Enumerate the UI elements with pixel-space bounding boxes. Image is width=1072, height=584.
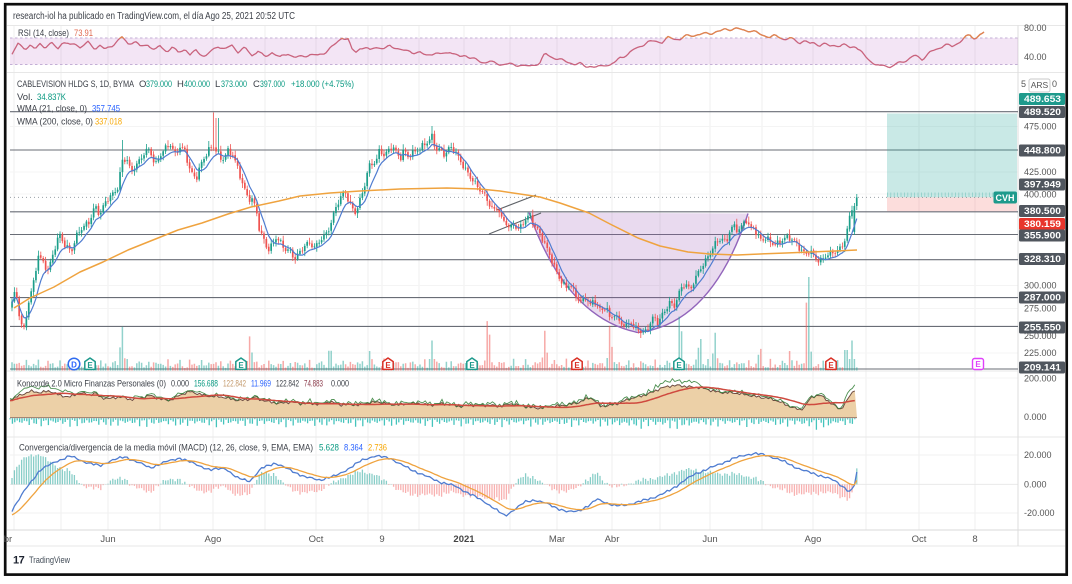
svg-text:CVH: CVH	[995, 193, 1014, 203]
svg-text:RSI (14, close): RSI (14, close)	[18, 28, 69, 39]
svg-text:448.800: 448.800	[1024, 146, 1061, 156]
svg-text:373.000: 373.000	[221, 79, 247, 90]
svg-text:5.628: 5.628	[319, 443, 339, 454]
svg-text:397.949: 397.949	[1024, 180, 1061, 190]
svg-text:122.842: 122.842	[223, 379, 246, 390]
svg-text:475.000: 475.000	[1024, 122, 1057, 132]
svg-text:+18.000 (+4.75%): +18.000 (+4.75%)	[291, 79, 354, 90]
svg-text:397.000: 397.000	[260, 79, 285, 90]
svg-text:11.969: 11.969	[251, 379, 271, 390]
svg-text:Ago: Ago	[205, 534, 222, 545]
svg-text:Abr: Abr	[605, 534, 620, 545]
svg-text:D: D	[71, 361, 77, 370]
svg-text:357.745: 357.745	[92, 104, 120, 115]
svg-text:209.141: 209.141	[1024, 363, 1061, 373]
svg-text:H: H	[177, 79, 184, 90]
svg-text:9: 9	[379, 534, 384, 545]
svg-text:0: 0	[1052, 79, 1057, 89]
svg-text:156.688: 156.688	[194, 379, 218, 390]
svg-text:250.000: 250.000	[1024, 331, 1057, 341]
svg-text:Vol.: Vol.	[17, 92, 33, 103]
svg-text:Mar: Mar	[549, 534, 565, 545]
svg-text:200.000: 200.000	[1024, 374, 1057, 384]
svg-text:Koncorde 2.0 Micro Finanzas Pe: Koncorde 2.0 Micro Finanzas Personales (…	[17, 379, 166, 390]
svg-text:328.310: 328.310	[1024, 254, 1061, 264]
svg-text:400.000: 400.000	[184, 79, 210, 90]
svg-text:379.000: 379.000	[146, 79, 172, 90]
svg-text:380.159: 380.159	[1024, 219, 1061, 229]
svg-text:74.883: 74.883	[304, 379, 323, 390]
svg-text:Jun: Jun	[702, 534, 717, 545]
svg-text:287.000: 287.000	[1024, 293, 1061, 303]
svg-text:L: L	[215, 79, 220, 90]
svg-text:225.000: 225.000	[1024, 348, 1057, 358]
svg-text:300.000: 300.000	[1024, 281, 1057, 291]
svg-text:-20.000: -20.000	[1024, 508, 1055, 518]
svg-text:WMA (200, close, 0): WMA (200, close, 0)	[17, 116, 93, 127]
svg-text:WMA (21, close, 0): WMA (21, close, 0)	[17, 104, 87, 115]
svg-text:400.000: 400.000	[1024, 190, 1057, 200]
svg-text:E: E	[238, 361, 244, 370]
svg-text:research-iol ha publicado en T: research-iol ha publicado en TradingView…	[13, 11, 295, 22]
svg-text:80.00: 80.00	[1024, 23, 1047, 33]
svg-text:E: E	[828, 361, 834, 370]
svg-text:5: 5	[1021, 79, 1026, 89]
svg-text:br: br	[4, 534, 12, 545]
svg-text:255.550: 255.550	[1024, 323, 1061, 333]
svg-text:380.500: 380.500	[1024, 206, 1061, 216]
svg-text:275.000: 275.000	[1024, 304, 1057, 314]
svg-text:O: O	[139, 79, 146, 90]
svg-text:TradingView: TradingView	[29, 555, 70, 566]
svg-text:20.000: 20.000	[1024, 450, 1052, 460]
svg-text:CABLEVISION HLDG S, 1D, BYMA: CABLEVISION HLDG S, 1D, BYMA	[17, 79, 135, 90]
svg-text:0.000: 0.000	[1024, 412, 1047, 422]
svg-text:0.000: 0.000	[331, 379, 349, 390]
svg-text:40.00: 40.00	[1024, 52, 1047, 62]
svg-text:2.736: 2.736	[368, 443, 387, 454]
svg-text:425.000: 425.000	[1024, 167, 1057, 177]
svg-text:C: C	[253, 79, 260, 90]
svg-text:73.91: 73.91	[74, 28, 93, 39]
svg-text:E: E	[87, 361, 93, 370]
svg-text:E: E	[385, 361, 391, 370]
svg-text:ARS: ARS	[1031, 80, 1049, 90]
svg-text:Jun: Jun	[100, 534, 115, 545]
svg-text:E: E	[574, 361, 580, 370]
svg-text:34.837K: 34.837K	[37, 92, 67, 103]
svg-text:489.653: 489.653	[1024, 94, 1061, 104]
svg-text:489.520: 489.520	[1024, 107, 1061, 117]
svg-text:Oct: Oct	[912, 534, 927, 545]
svg-text:8: 8	[972, 534, 977, 545]
svg-text:122.842: 122.842	[276, 379, 299, 390]
svg-text:355.900: 355.900	[1024, 231, 1061, 241]
svg-text:337.018: 337.018	[95, 116, 122, 127]
svg-text:0.000: 0.000	[1024, 480, 1047, 490]
svg-text:Convergencia/divergencia de la: Convergencia/divergencia de la media móv…	[19, 443, 313, 454]
svg-text:Ago: Ago	[805, 534, 822, 545]
svg-text:0.000: 0.000	[171, 379, 189, 390]
svg-text:2021: 2021	[453, 534, 475, 545]
svg-text:E: E	[676, 361, 682, 370]
svg-text:17: 17	[13, 555, 25, 567]
svg-text:8.364: 8.364	[344, 443, 363, 454]
svg-text:E: E	[975, 360, 981, 369]
svg-text:E: E	[469, 361, 475, 370]
svg-text:Oct: Oct	[309, 534, 324, 545]
